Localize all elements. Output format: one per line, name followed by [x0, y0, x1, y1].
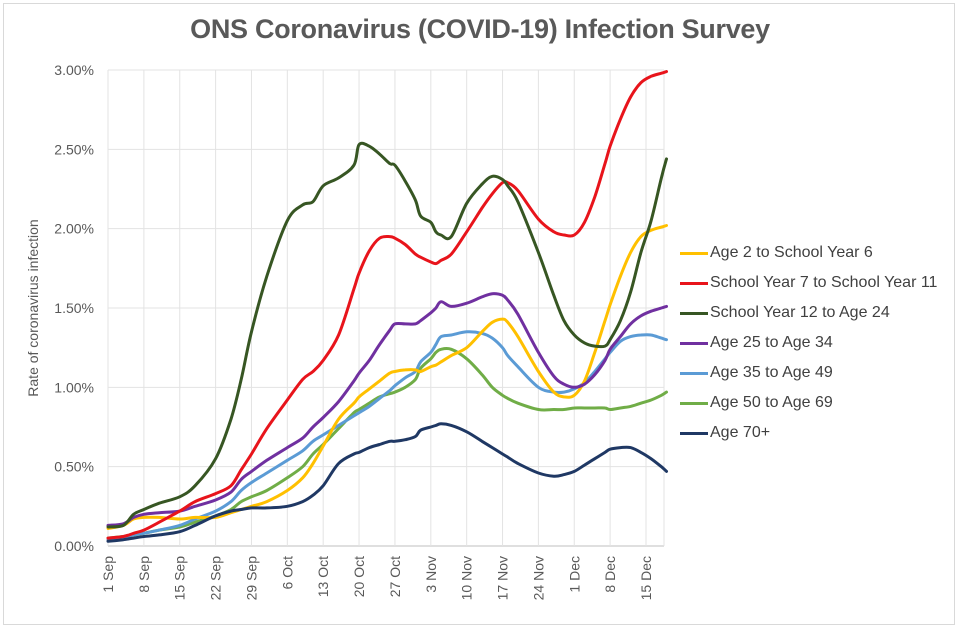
x-tick-label: 24 Nov — [530, 556, 546, 600]
legend-swatch — [680, 281, 708, 285]
legend-item: Age 35 to Age 49 — [680, 358, 937, 388]
legend-label: School Year 12 to Age 24 — [710, 304, 890, 321]
legend-label: Age 2 to School Year 6 — [710, 244, 873, 261]
series-line-school-year-12-to-age-24 — [106, 141, 668, 529]
x-tick-label: 15 Sep — [172, 556, 188, 601]
legend-item: School Year 12 to Age 24 — [680, 298, 937, 328]
series-line-age-35-to-age-49 — [106, 330, 668, 542]
x-tick-label: 1 Dec — [566, 556, 582, 593]
legend: Age 2 to School Year 6 School Year 7 to S… — [680, 238, 937, 448]
y-axis-ticks: 0.00% 0.50% 1.00% 1.50% 2.00% 2.50% 3.00% — [54, 62, 94, 554]
legend-label: Age 35 to Age 49 — [710, 364, 833, 381]
chart-title: ONS Coronavirus (COVID-19) Infection Sur… — [190, 14, 770, 44]
x-tick-label: 20 Oct — [351, 556, 367, 597]
legend-swatch — [680, 311, 708, 315]
legend-label: Age 50 to Age 69 — [710, 394, 833, 411]
y-tick-label: 0.50% — [54, 459, 94, 475]
x-tick-label: 29 Sep — [243, 556, 259, 601]
x-tick-label: 15 Dec — [638, 556, 654, 600]
series-line-age-25-to-age-34 — [106, 292, 668, 527]
series-line-age-2-to-school-year-6 — [106, 224, 668, 530]
x-tick-label: 1 Sep — [100, 556, 116, 593]
y-tick-label: 1.00% — [54, 379, 94, 395]
x-tick-label: 17 Nov — [495, 556, 511, 600]
legend-swatch — [680, 431, 708, 435]
y-axis-label: Rate of coronavirus infection — [25, 219, 41, 396]
series-line-age-50-to-age-69 — [106, 346, 668, 540]
y-tick-label: 2.50% — [54, 141, 94, 157]
x-tick-label: 27 Oct — [387, 556, 403, 597]
legend-swatch — [680, 371, 708, 375]
legend-item: Age 50 to Age 69 — [680, 388, 937, 418]
legend-label: Age 25 to Age 34 — [710, 334, 833, 351]
x-tick-label: 22 Sep — [208, 556, 224, 601]
legend-swatch — [680, 401, 708, 405]
legend-label: Age 70+ — [710, 424, 771, 441]
y-tick-label: 0.00% — [54, 538, 94, 554]
x-tick-label: 6 Oct — [279, 556, 295, 590]
x-tick-label: 10 Nov — [459, 556, 475, 600]
y-tick-label: 1.50% — [54, 300, 94, 316]
gridlines — [107, 69, 665, 547]
x-tick-label: 8 Sep — [136, 556, 152, 593]
x-tick-label: 8 Dec — [602, 556, 618, 593]
series-line-age-70 — [106, 422, 668, 543]
legend-item: School Year 7 to School Year 11 — [680, 268, 937, 298]
y-tick-label: 3.00% — [54, 62, 94, 78]
legend-item: Age 70+ — [680, 418, 937, 448]
series-line-school-year-7-to-school-year-11 — [106, 70, 668, 540]
x-tick-label: 3 Nov — [423, 556, 439, 593]
legend-swatch — [680, 251, 708, 255]
legend-label: School Year 7 to School Year 11 — [710, 274, 938, 291]
legend-swatch — [680, 341, 708, 345]
legend-item: Age 25 to Age 34 — [680, 328, 937, 358]
x-tick-label: 13 Oct — [315, 556, 331, 597]
legend-item: Age 2 to School Year 6 — [680, 238, 937, 268]
y-tick-label: 2.00% — [54, 221, 94, 237]
series-lines — [106, 70, 668, 543]
x-axis-ticks: 1 Sep 8 Sep 15 Sep 22 Sep 29 Sep 6 Oct 13 Oct 2… — [100, 556, 654, 601]
